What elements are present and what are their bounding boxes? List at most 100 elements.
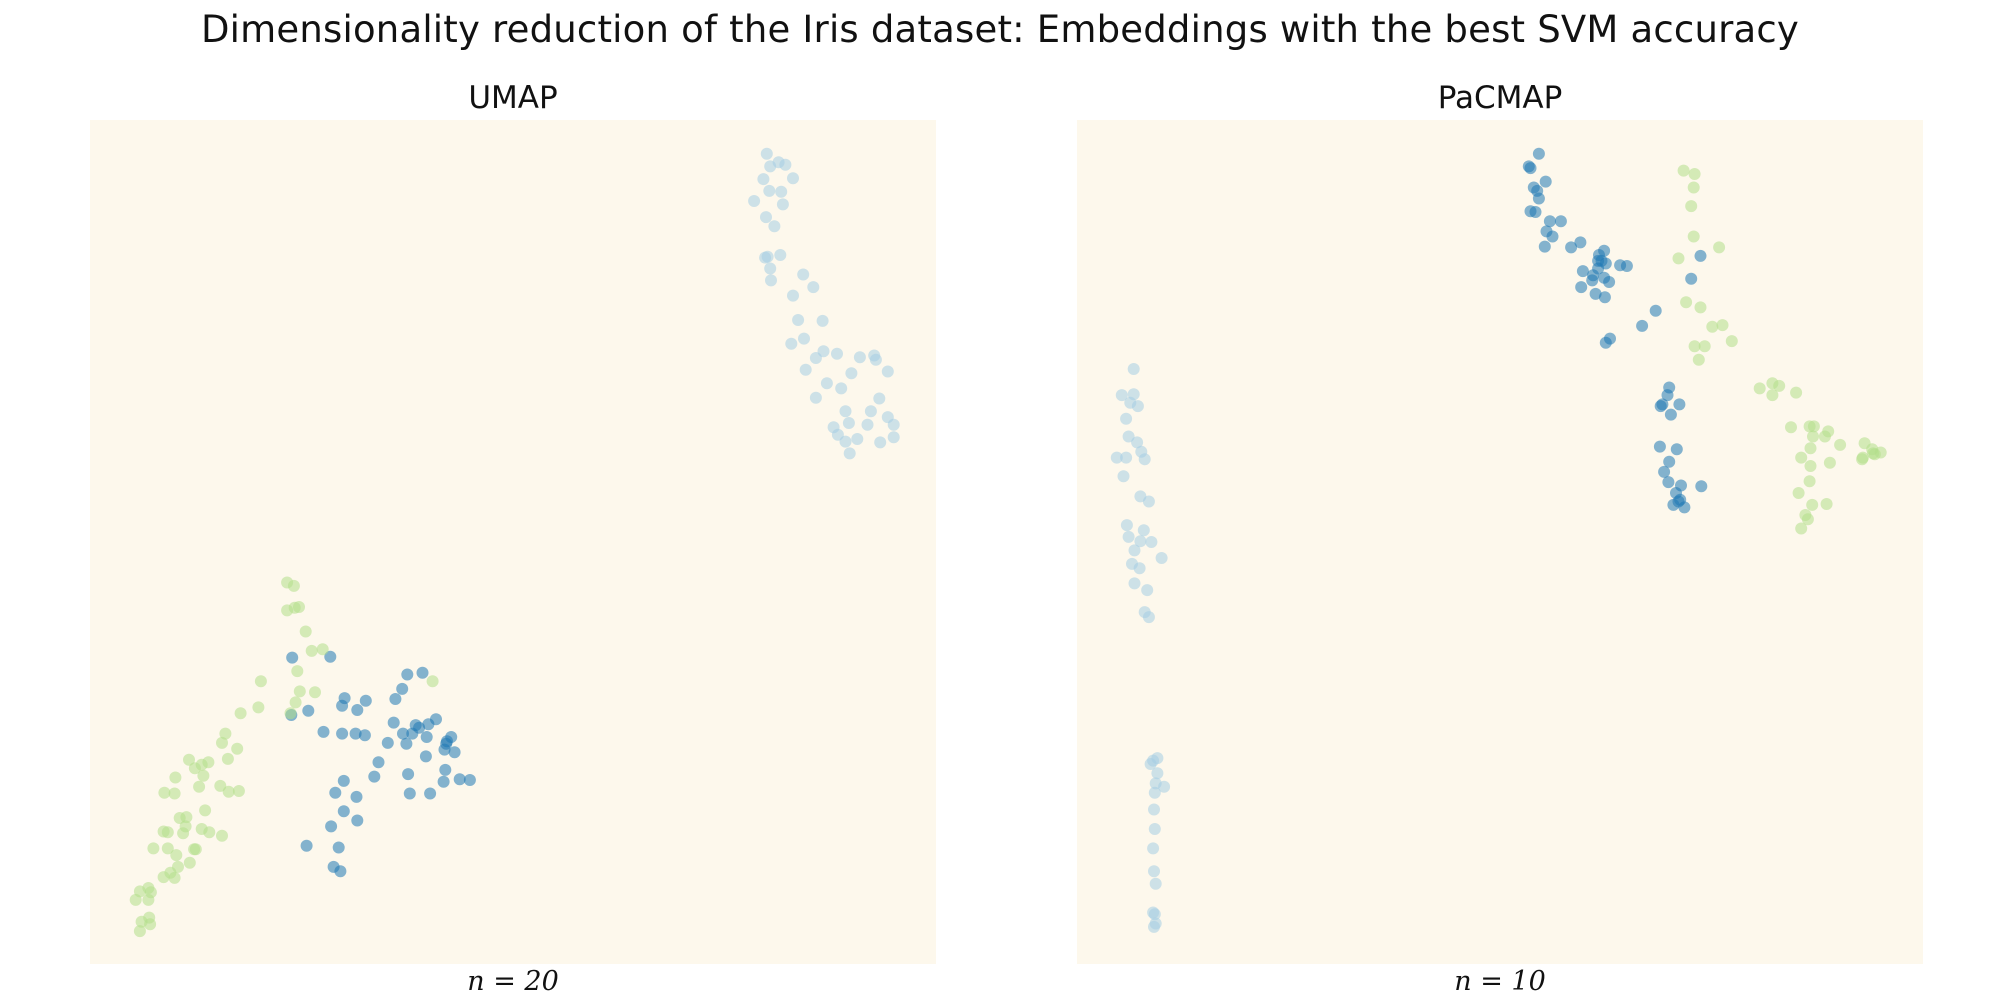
data-point-class-1 <box>1546 230 1559 243</box>
data-point-class-1 <box>402 768 415 781</box>
data-point-class-0 <box>817 345 830 358</box>
data-point-class-2 <box>1698 340 1711 353</box>
data-point-class-1 <box>300 839 313 852</box>
class-1-points <box>285 650 476 878</box>
data-point-class-2 <box>293 601 305 613</box>
data-point-class-2 <box>222 785 235 798</box>
data-point-class-2 <box>183 753 195 766</box>
data-point-class-1 <box>1661 389 1674 402</box>
data-point-class-0 <box>851 433 864 445</box>
data-point-class-0 <box>757 173 770 186</box>
data-point-class-1 <box>1636 319 1649 332</box>
data-point-class-2 <box>281 604 294 617</box>
data-point-class-0 <box>774 249 787 261</box>
data-point-class-2 <box>129 893 142 906</box>
data-point-class-2 <box>1790 386 1803 399</box>
data-point-class-0 <box>764 262 777 275</box>
data-point-class-0 <box>864 405 877 418</box>
data-point-class-1 <box>286 651 299 664</box>
data-point-class-2 <box>1795 522 1808 535</box>
data-point-class-0 <box>1131 436 1144 449</box>
data-point-class-2 <box>1818 430 1831 443</box>
data-point-class-2 <box>133 925 146 938</box>
data-point-class-0 <box>1148 803 1160 816</box>
data-point-class-1 <box>1538 240 1551 253</box>
data-point-class-1 <box>337 774 350 787</box>
data-point-class-0 <box>785 337 798 350</box>
data-point-class-0 <box>887 431 900 444</box>
data-point-class-0 <box>1151 767 1164 780</box>
umap-plot-area <box>90 120 936 964</box>
umap-panel-title: UMAP <box>468 80 558 116</box>
data-point-class-1 <box>329 786 342 799</box>
data-point-class-1 <box>350 790 363 803</box>
data-point-class-1 <box>1654 400 1667 413</box>
data-point-class-1 <box>372 756 385 769</box>
data-point-class-0 <box>1142 611 1155 624</box>
umap-scatter-plot <box>90 120 936 964</box>
data-point-class-1 <box>403 787 416 800</box>
data-point-class-1 <box>463 774 476 786</box>
data-point-class-1 <box>1599 336 1612 349</box>
data-point-class-0 <box>799 363 812 376</box>
class-2-points <box>129 576 439 938</box>
data-point-class-1 <box>1670 443 1683 456</box>
data-point-class-0 <box>1148 920 1160 933</box>
data-point-class-1 <box>1598 271 1611 284</box>
data-point-class-1 <box>1554 215 1567 228</box>
data-point-class-0 <box>1110 451 1123 464</box>
data-point-class-1 <box>1667 498 1680 511</box>
data-point-class-1 <box>1658 465 1671 478</box>
data-point-class-0 <box>1148 786 1161 799</box>
data-point-class-0 <box>1148 865 1160 878</box>
data-point-class-2 <box>188 843 201 856</box>
data-point-class-2 <box>144 918 157 931</box>
data-point-class-0 <box>759 251 772 264</box>
pacmap-panel-title: PaCMAP <box>1437 80 1563 116</box>
data-point-class-2 <box>179 820 192 833</box>
data-point-class-2 <box>168 871 181 884</box>
data-point-class-2 <box>1807 420 1820 433</box>
data-point-class-1 <box>1565 241 1578 254</box>
data-point-class-0 <box>765 274 777 287</box>
data-point-class-2 <box>219 727 232 740</box>
data-point-class-0 <box>1122 530 1135 543</box>
data-point-class-1 <box>416 666 429 679</box>
data-point-class-0 <box>1155 552 1168 564</box>
data-point-class-1 <box>1524 162 1537 175</box>
pacmap-neighbors-caption: n = 10 <box>1454 966 1546 997</box>
data-point-class-1 <box>337 805 350 818</box>
data-point-class-1 <box>1649 304 1662 317</box>
data-point-class-1 <box>1574 236 1587 249</box>
data-point-class-1 <box>332 841 345 854</box>
data-point-class-1 <box>1592 262 1605 275</box>
data-point-class-2 <box>316 643 329 656</box>
data-point-class-1 <box>413 721 426 734</box>
data-point-class-2 <box>293 685 306 698</box>
data-point-class-0 <box>1122 430 1135 443</box>
data-point-class-0 <box>787 289 799 302</box>
data-point-class-2 <box>221 752 234 765</box>
data-point-class-0 <box>1148 908 1161 921</box>
data-point-class-1 <box>1685 272 1698 285</box>
data-point-class-0 <box>1138 453 1151 466</box>
data-point-class-2 <box>157 825 170 838</box>
data-point-class-0 <box>881 365 894 378</box>
data-point-class-2 <box>1692 353 1705 366</box>
data-point-class-2 <box>1688 340 1701 353</box>
data-point-class-2 <box>170 849 183 862</box>
data-point-class-1 <box>438 743 451 756</box>
data-point-class-2 <box>1694 301 1707 314</box>
data-point-class-1 <box>453 773 466 786</box>
data-point-class-1 <box>358 729 371 742</box>
data-point-class-1 <box>389 693 402 705</box>
data-point-class-0 <box>1117 470 1130 483</box>
data-point-class-1 <box>1663 455 1676 468</box>
data-point-class-0 <box>816 314 829 327</box>
data-point-class-0 <box>869 353 882 366</box>
data-point-class-2 <box>1856 453 1869 466</box>
data-point-class-2 <box>289 696 302 709</box>
data-point-class-2 <box>232 785 245 797</box>
data-point-class-1 <box>1539 175 1552 188</box>
data-point-class-1 <box>1529 206 1542 218</box>
